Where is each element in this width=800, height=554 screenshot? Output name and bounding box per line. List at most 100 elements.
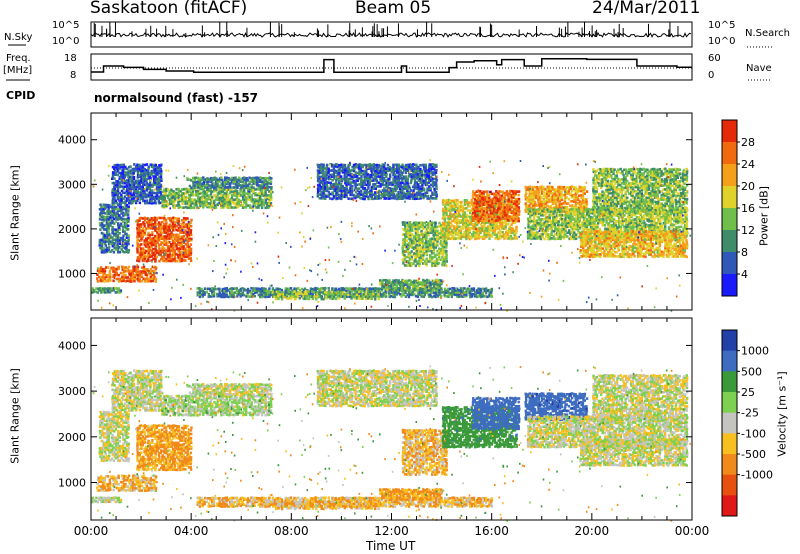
- data-cell: [99, 268, 103, 271]
- data-cell: [457, 204, 461, 208]
- data-cell: [407, 185, 411, 188]
- data-cell: [347, 177, 350, 181]
- data-cell: [343, 163, 347, 167]
- data-cell: [354, 194, 357, 198]
- data-cell: [121, 191, 125, 194]
- data-cell: [384, 293, 387, 297]
- data-cell: [154, 201, 157, 205]
- data-cell: [102, 289, 105, 293]
- data-cell: [278, 293, 282, 296]
- data-cell: [402, 175, 405, 179]
- data-cell: [235, 189, 239, 193]
- data-cell: [120, 277, 124, 281]
- data-cell: [162, 255, 166, 259]
- data-cell: [154, 266, 158, 270]
- data-cell: [107, 287, 110, 290]
- data-cell: [230, 176, 233, 180]
- data-cell: [198, 287, 201, 290]
- data-cell: [338, 179, 341, 183]
- data-cell: [159, 216, 162, 220]
- data-cell: [484, 229, 487, 232]
- data-cell: [102, 279, 105, 283]
- data-cell: [403, 253, 406, 257]
- data-cell: [242, 293, 246, 297]
- data-cell: [407, 295, 411, 299]
- data-cell: [445, 229, 448, 232]
- data-cell: [99, 278, 103, 281]
- data-cell: [114, 269, 117, 273]
- data-cell: [123, 230, 126, 233]
- data-cell: [298, 290, 302, 294]
- data-cell: [143, 280, 147, 283]
- data-cell: [210, 190, 214, 193]
- data-cell: [116, 242, 119, 246]
- data-cell: [118, 250, 121, 254]
- data-cell: [393, 295, 397, 299]
- data-cell: [91, 289, 95, 292]
- data-cell: [108, 269, 112, 273]
- data-cell: [440, 279, 443, 282]
- data-cell: [382, 177, 386, 180]
- data-cell: [435, 231, 439, 235]
- data-cell: [307, 290, 310, 294]
- data-cell: [418, 173, 422, 177]
- data-cell: [270, 198, 273, 201]
- data-cell: [133, 279, 136, 283]
- data-cell: [138, 201, 142, 205]
- data-cell: [132, 265, 135, 269]
- data-cell: [129, 269, 133, 273]
- data-cell: [328, 197, 332, 200]
- data-cell: [103, 267, 107, 271]
- data-cell: [122, 279, 126, 282]
- data-cell: [100, 287, 103, 290]
- data-cell: [397, 181, 400, 184]
- data-cell: [128, 278, 131, 281]
- data-cell: [127, 228, 130, 231]
- data-cell: [127, 213, 130, 216]
- data-cell: [445, 237, 448, 241]
- data-cell: [133, 269, 136, 272]
- data-cell: [372, 187, 375, 190]
- data-cell: [102, 203, 105, 206]
- data-cell: [152, 247, 155, 251]
- data-cell: [368, 287, 371, 290]
- data-cell: [97, 267, 101, 271]
- data-cell: [140, 279, 143, 283]
- data-cell: [419, 250, 422, 253]
- data-cell: [390, 288, 393, 291]
- data-cell: [251, 198, 255, 201]
- data-cell: [345, 287, 348, 290]
- data-cell: [339, 291, 342, 294]
- data-cell: [154, 277, 158, 281]
- data-cell: [406, 177, 410, 181]
- data-cell: [108, 246, 111, 249]
- data-cell: [112, 289, 115, 292]
- data-cell: [187, 239, 191, 243]
- data-cell: [150, 200, 153, 203]
- data-cell: [103, 272, 106, 275]
- data-cell: [421, 240, 424, 243]
- data-cell: [421, 256, 425, 259]
- data-cell: [175, 243, 178, 246]
- data-cell: [125, 276, 128, 279]
- data-cell: [387, 291, 391, 295]
- data-cell: [98, 289, 101, 292]
- data-cell: [377, 293, 380, 296]
- data-cell: [126, 276, 129, 279]
- data-cell: [346, 290, 350, 294]
- data-cell: [202, 206, 205, 209]
- data-cell: [138, 278, 141, 281]
- data-cell: [445, 211, 448, 215]
- data-cell: [124, 266, 128, 269]
- data-cell: [460, 200, 463, 204]
- data-cell: [106, 273, 110, 277]
- data-cell: [147, 169, 150, 173]
- data-cell: [180, 251, 183, 254]
- data-cell: [341, 195, 345, 199]
- data-cell: [141, 227, 145, 231]
- data-cell: [437, 261, 441, 265]
- data-cell: [232, 202, 235, 205]
- data-cell: [324, 286, 327, 290]
- data-cell: [92, 289, 96, 292]
